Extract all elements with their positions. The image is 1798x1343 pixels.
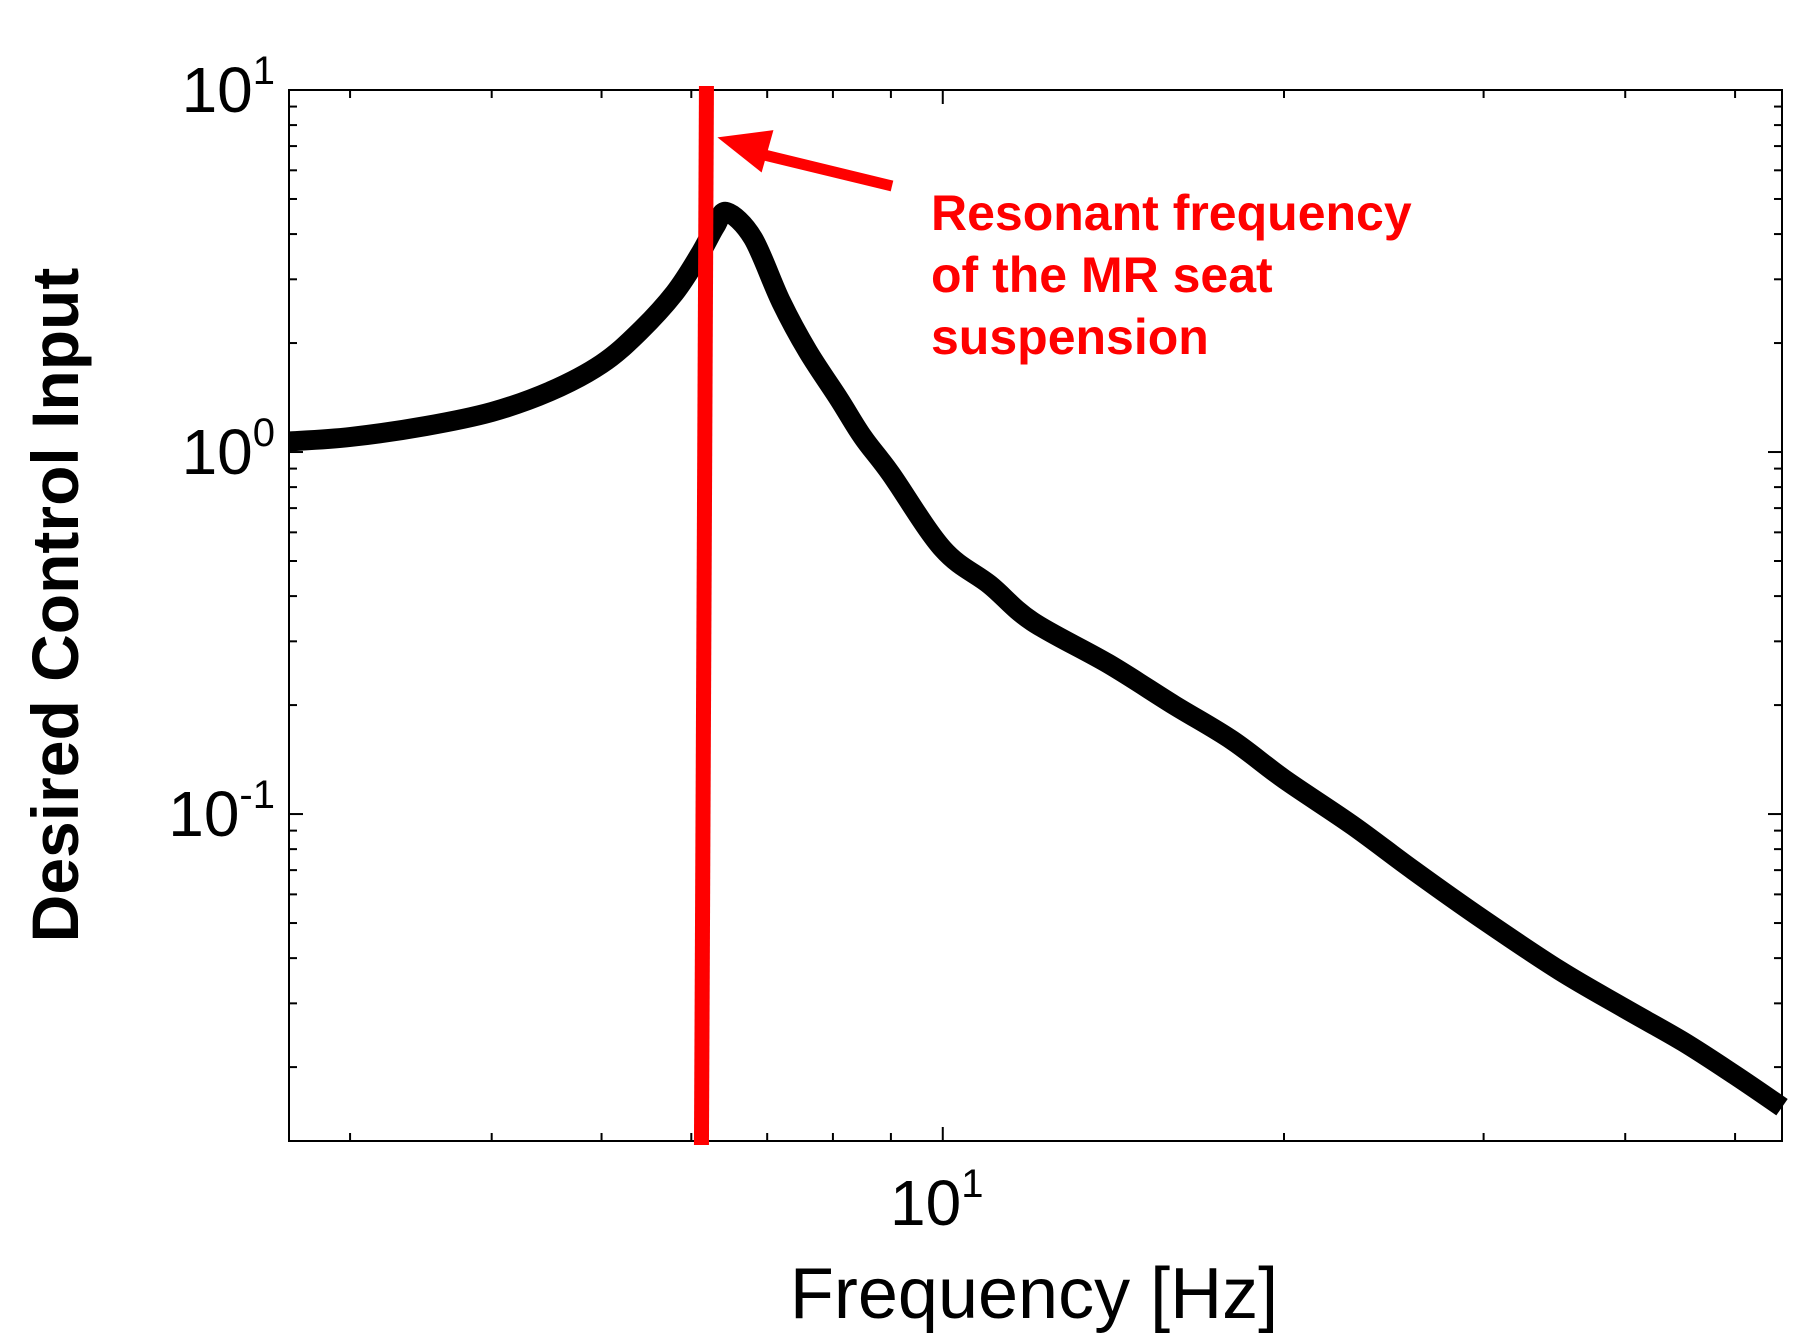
- annotations: Resonant frequency of the MR seat suspensi…: [693, 85, 1412, 1146]
- y-tick-label: 100: [182, 411, 275, 488]
- axis-ticks: [289, 89, 1782, 1141]
- annotation-text-line: of the MR seat: [931, 247, 1273, 303]
- tick-labels: 101 101 100 10-1: [168, 49, 983, 1239]
- y-tick-label: 101: [182, 49, 275, 126]
- x-tick-label: 101: [890, 1162, 983, 1239]
- data-series: [288, 201, 1788, 1116]
- y-tick-label: 10-1: [168, 773, 275, 850]
- y-axis-title: Desired Control Input: [18, 268, 92, 943]
- plot-area-border: [288, 89, 1783, 1142]
- series-line: [288, 201, 1788, 1116]
- annotation-text-line: suspension: [931, 309, 1209, 365]
- annotation-arrow-head: [717, 130, 774, 173]
- annotation-text-line: Resonant frequency: [931, 185, 1412, 241]
- plot-frame: [288, 89, 1783, 1142]
- x-axis-title: Frequency [Hz]: [790, 1254, 1278, 1334]
- annotation-arrow-shaft: [752, 146, 894, 192]
- resonant-frequency-line: [693, 85, 714, 1146]
